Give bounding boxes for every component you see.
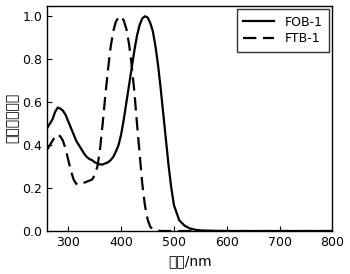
FTB-1	[117, 16, 121, 19]
FOB-1	[225, 229, 229, 233]
FTB-1	[151, 228, 155, 231]
FTB-1	[93, 173, 97, 177]
FTB-1	[98, 148, 102, 151]
FTB-1	[130, 64, 134, 67]
Line: FTB-1: FTB-1	[47, 16, 332, 231]
FTB-1	[127, 42, 131, 46]
FTB-1	[106, 68, 110, 72]
FTB-1	[61, 139, 65, 142]
FTB-1	[111, 30, 115, 33]
FTB-1	[146, 218, 150, 221]
FTB-1	[77, 183, 81, 187]
FOB-1	[182, 224, 187, 227]
FOB-1	[85, 155, 89, 159]
FTB-1	[88, 179, 92, 182]
FOB-1	[82, 152, 86, 155]
FTB-1	[330, 229, 335, 233]
FTB-1	[122, 19, 126, 22]
FTB-1	[58, 135, 63, 138]
FOB-1	[330, 229, 335, 233]
FTB-1	[138, 152, 142, 155]
FTB-1	[156, 229, 160, 232]
Y-axis label: 标准吸收强度: 标准吸收强度	[6, 93, 20, 143]
FTB-1	[124, 27, 128, 31]
FTB-1	[108, 46, 113, 49]
X-axis label: 波长/nm: 波长/nm	[168, 255, 212, 269]
FTB-1	[95, 165, 99, 168]
FTB-1	[74, 182, 78, 185]
FTB-1	[161, 229, 166, 233]
FTB-1	[153, 229, 158, 232]
FOB-1	[251, 229, 255, 233]
FTB-1	[132, 90, 137, 93]
FTB-1	[48, 144, 52, 147]
FTB-1	[50, 139, 55, 142]
FTB-1	[148, 225, 152, 228]
FOB-1	[45, 126, 49, 130]
FTB-1	[45, 148, 49, 151]
FOB-1	[143, 15, 147, 18]
FTB-1	[100, 122, 105, 125]
FOB-1	[161, 113, 166, 117]
Legend: FOB-1, FTB-1: FOB-1, FTB-1	[237, 9, 329, 52]
FTB-1	[82, 181, 86, 184]
FTB-1	[198, 229, 203, 233]
FOB-1	[151, 30, 155, 33]
FTB-1	[103, 94, 107, 97]
FTB-1	[66, 159, 70, 162]
FTB-1	[64, 148, 68, 151]
FTB-1	[278, 229, 282, 233]
FTB-1	[90, 178, 94, 181]
FTB-1	[71, 178, 76, 181]
FTB-1	[119, 15, 123, 18]
FTB-1	[172, 229, 176, 233]
FTB-1	[135, 122, 139, 125]
FTB-1	[53, 135, 57, 138]
FTB-1	[114, 20, 118, 23]
FTB-1	[140, 182, 145, 185]
Line: FOB-1: FOB-1	[47, 16, 332, 231]
FTB-1	[56, 133, 60, 136]
FTB-1	[143, 204, 147, 207]
FTB-1	[85, 180, 89, 183]
FTB-1	[79, 182, 84, 185]
FTB-1	[69, 169, 73, 173]
